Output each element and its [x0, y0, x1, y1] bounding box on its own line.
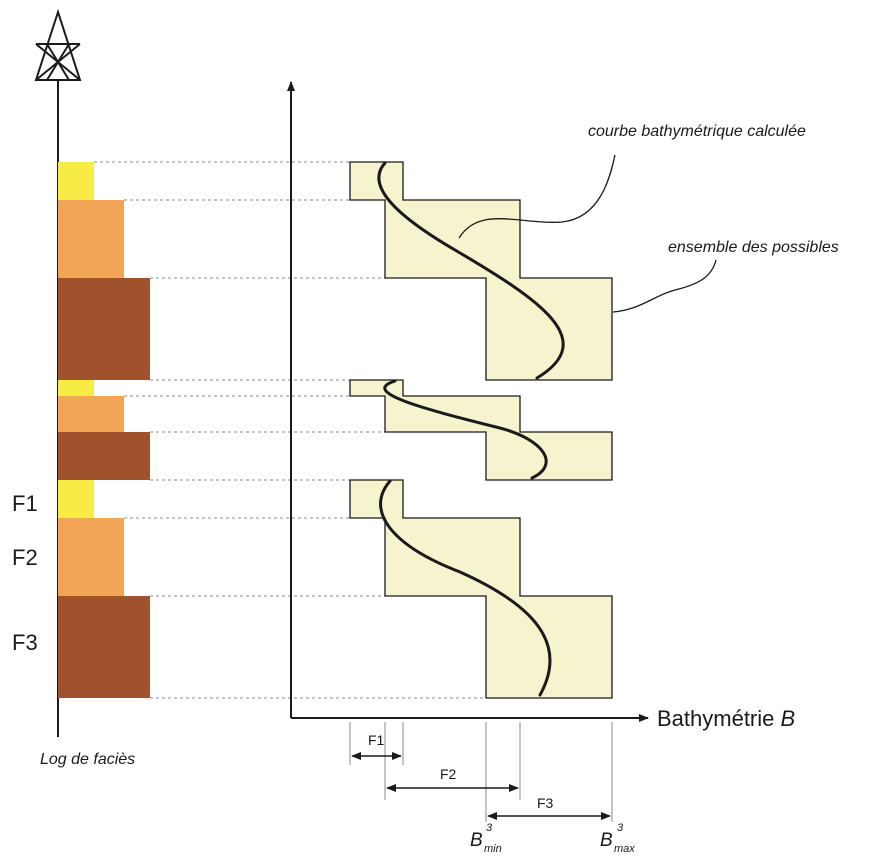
range-label-f2: F2	[440, 766, 457, 782]
svg-text:B: B	[600, 830, 613, 851]
derrick-icon	[34, 8, 82, 81]
envelope	[349, 161, 613, 699]
envelope-label: ensemble des possibles	[668, 239, 839, 256]
bathymetric-curve	[377, 161, 565, 697]
envelope-leader	[612, 259, 717, 313]
range-label-f1: F1	[368, 732, 385, 748]
bar-f1-seq3	[58, 480, 94, 518]
bar-f3-seq1	[58, 278, 150, 380]
range-arrows	[351, 752, 611, 820]
svg-text:max: max	[614, 843, 635, 855]
svg-text:B: B	[470, 830, 483, 851]
facies-label-f3: F3	[12, 630, 38, 655]
range-label-f3: F3	[537, 795, 554, 811]
bar-f2-seq1	[58, 200, 124, 278]
bar-f3-seq2	[58, 432, 150, 480]
svg-text:3: 3	[486, 822, 493, 834]
curve-label: courbe bathymétrique calculée	[588, 123, 806, 140]
log-label: Log de faciès	[40, 751, 135, 768]
correlation-lines	[94, 161, 486, 699]
bar-f1-seq1	[58, 162, 94, 200]
bar-f1-seq2	[58, 380, 94, 396]
axis-label: Bathymétrie B	[657, 706, 795, 731]
b-min-label: B 3 min	[470, 822, 502, 855]
facies-label-f2: F2	[12, 545, 38, 570]
envelope-seq1	[349, 161, 613, 381]
bar-f2-seq2	[58, 396, 124, 432]
range-guides	[349, 722, 613, 822]
bar-f2-seq3	[58, 518, 124, 596]
curve-leader	[458, 154, 616, 239]
b-max-label: B 3 max	[600, 822, 635, 855]
envelope-seq3	[349, 479, 613, 699]
bar-f3-seq3	[58, 596, 150, 698]
facies-log	[58, 162, 150, 698]
facies-label-f1: F1	[12, 491, 38, 516]
svg-text:3: 3	[617, 822, 624, 834]
svg-text:min: min	[484, 843, 502, 855]
